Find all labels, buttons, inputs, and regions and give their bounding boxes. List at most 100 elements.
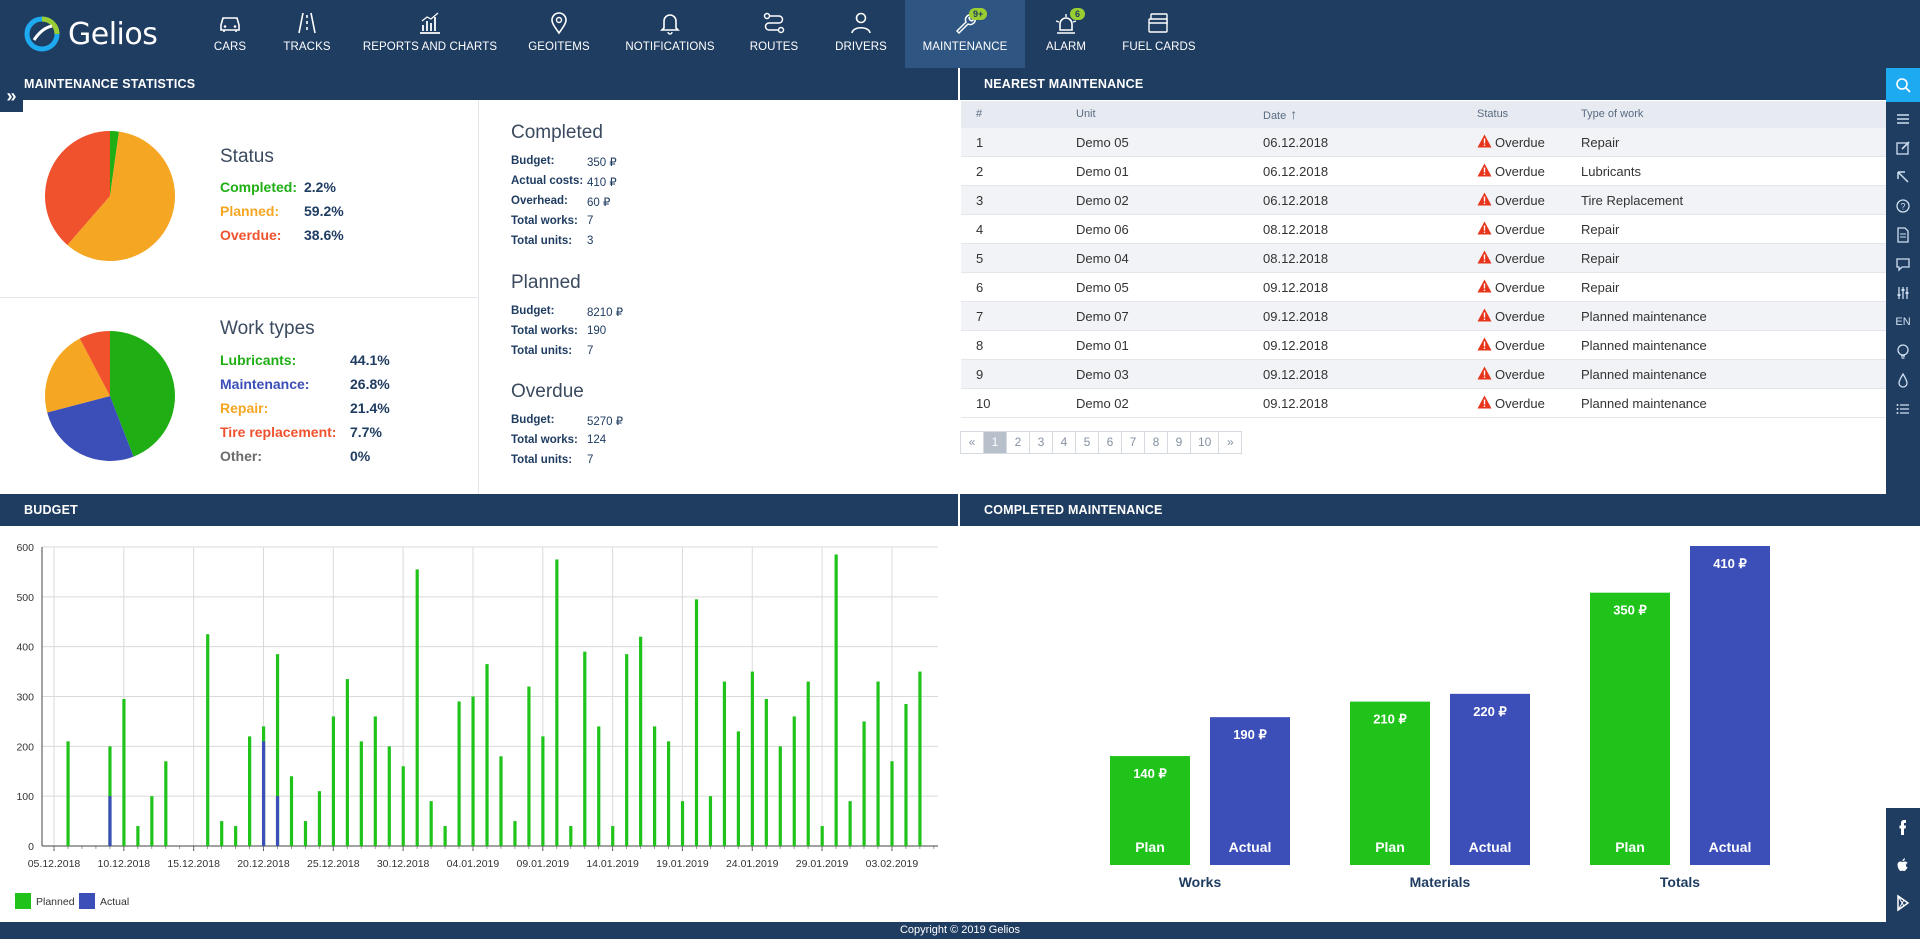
language-button[interactable]: EN bbox=[1895, 315, 1911, 328]
table-row[interactable]: 10 Demo 02 09.12.2018 Overdue Planned mainte… bbox=[961, 389, 1886, 418]
bar-planned[interactable] bbox=[66, 741, 70, 846]
table-row[interactable]: 3 Demo 02 06.12.2018 Overdue Tire Replacemen… bbox=[961, 186, 1886, 215]
bar-planned[interactable] bbox=[471, 696, 475, 847]
bar-planned[interactable] bbox=[164, 761, 168, 846]
bar-planned[interactable] bbox=[694, 599, 699, 846]
bar-plan-totals[interactable] bbox=[1590, 592, 1670, 865]
bar-planned[interactable] bbox=[485, 664, 489, 846]
page-button[interactable]: « bbox=[960, 431, 984, 454]
table-row[interactable]: 7 Demo 07 09.12.2018 Overdue Planned mainten… bbox=[961, 302, 1886, 331]
page-button[interactable]: 3 bbox=[1029, 431, 1053, 454]
page-button[interactable]: 5 bbox=[1075, 431, 1099, 454]
nav-item-tracks[interactable]: TRACKS bbox=[262, 0, 352, 68]
bar-planned[interactable] bbox=[331, 716, 336, 846]
bar-planned[interactable] bbox=[834, 554, 838, 846]
bar-planned[interactable] bbox=[792, 716, 796, 846]
table-row[interactable]: 1 Demo 05 06.12.2018 Overdue Repair bbox=[961, 128, 1886, 157]
bar-planned[interactable] bbox=[820, 826, 824, 846]
bar-planned[interactable] bbox=[108, 746, 112, 846]
bar-planned[interactable] bbox=[750, 671, 754, 846]
nav-item-notifications[interactable]: NOTIFICATIONS bbox=[615, 0, 725, 68]
bar-planned[interactable] bbox=[736, 731, 740, 846]
bar-planned[interactable] bbox=[513, 821, 517, 846]
table-row[interactable]: 4 Demo 06 08.12.2018 Overdue Repair bbox=[961, 215, 1886, 244]
table-row[interactable]: 2 Demo 01 06.12.2018 Overdue Lubricants bbox=[961, 157, 1886, 186]
bar-planned[interactable] bbox=[275, 654, 280, 846]
brand-logo[interactable]: Gelios bbox=[22, 12, 158, 56]
bar-planned[interactable] bbox=[918, 671, 922, 846]
pie-slice-completed[interactable] bbox=[110, 131, 119, 196]
bar-planned[interactable] bbox=[387, 746, 391, 846]
page-button[interactable]: 4 bbox=[1052, 431, 1076, 454]
bar-planned[interactable] bbox=[206, 634, 210, 846]
bar-actual[interactable] bbox=[261, 741, 266, 846]
bar-actual-totals[interactable] bbox=[1690, 546, 1770, 865]
bar-planned[interactable] bbox=[583, 651, 587, 846]
column-header-[interactable]: # bbox=[976, 101, 982, 128]
document-icon[interactable] bbox=[1886, 220, 1920, 249]
column-header-unit[interactable]: Unit bbox=[1076, 101, 1096, 128]
bar-planned[interactable] bbox=[611, 826, 615, 846]
page-button[interactable]: » bbox=[1218, 431, 1243, 454]
column-header-status[interactable]: Status bbox=[1477, 101, 1508, 128]
page-button[interactable]: 10 bbox=[1190, 431, 1220, 454]
bar-actual[interactable] bbox=[108, 796, 112, 846]
edit-icon[interactable] bbox=[1886, 133, 1920, 162]
cursor-icon[interactable] bbox=[1886, 162, 1920, 191]
drop-icon[interactable] bbox=[1886, 365, 1920, 394]
table-row[interactable]: 6 Demo 05 09.12.2018 Overdue Repair bbox=[961, 273, 1886, 302]
bar-planned[interactable] bbox=[653, 726, 657, 846]
bar-planned[interactable] bbox=[848, 801, 852, 846]
bar-planned[interactable] bbox=[597, 726, 601, 846]
bar-planned[interactable] bbox=[248, 736, 252, 846]
bar-planned[interactable] bbox=[359, 741, 363, 846]
bar-planned[interactable] bbox=[415, 569, 419, 846]
bar-planned[interactable] bbox=[862, 721, 866, 846]
chat-icon[interactable] bbox=[1886, 249, 1920, 278]
bar-planned[interactable] bbox=[722, 681, 727, 846]
pie-slice-planned[interactable] bbox=[67, 131, 176, 261]
bar-planned[interactable] bbox=[625, 654, 629, 846]
table-row[interactable]: 8 Demo 01 09.12.2018 Overdue Planned mainten… bbox=[961, 331, 1886, 360]
table-row[interactable]: 9 Demo 03 09.12.2018 Overdue Planned mainten… bbox=[961, 360, 1886, 389]
bar-planned[interactable] bbox=[289, 776, 294, 846]
sort-ascending-icon[interactable]: ↑ bbox=[1290, 106, 1298, 122]
apple-icon[interactable] bbox=[1886, 846, 1920, 884]
table-row[interactable]: 5 Demo 04 08.12.2018 Overdue Repair bbox=[961, 244, 1886, 273]
bar-planned[interactable] bbox=[220, 821, 224, 846]
bar-plan-works[interactable] bbox=[1110, 756, 1190, 865]
pie-slice-repair[interactable] bbox=[45, 338, 111, 413]
bar-planned[interactable] bbox=[806, 681, 810, 846]
search-icon[interactable] bbox=[1886, 68, 1920, 102]
bar-planned[interactable] bbox=[680, 801, 685, 846]
help-icon[interactable]: ? bbox=[1886, 191, 1920, 220]
lightbulb-icon[interactable] bbox=[1886, 336, 1920, 365]
bar-planned[interactable] bbox=[401, 766, 405, 846]
bar-planned[interactable] bbox=[234, 826, 238, 846]
page-button[interactable]: 2 bbox=[1006, 431, 1030, 454]
pie-slice-overdue[interactable] bbox=[45, 131, 110, 246]
bar-planned[interactable] bbox=[764, 698, 768, 846]
play-store-icon[interactable] bbox=[1886, 884, 1920, 922]
page-button[interactable]: 6 bbox=[1098, 431, 1122, 454]
pie-slice-lubricants[interactable] bbox=[110, 331, 175, 457]
bar-planned[interactable] bbox=[569, 826, 573, 846]
bar-actual-works[interactable] bbox=[1210, 717, 1290, 865]
bar-plan-materials[interactable] bbox=[1350, 701, 1430, 865]
bar-planned[interactable] bbox=[317, 791, 322, 846]
bar-planned[interactable] bbox=[527, 686, 531, 846]
bar-actual[interactable] bbox=[275, 796, 280, 846]
nav-item-maintenance[interactable]: 9+ MAINTENANCE bbox=[905, 0, 1025, 68]
bar-planned[interactable] bbox=[639, 636, 643, 846]
bar-planned[interactable] bbox=[555, 559, 559, 846]
pie-slice-tirereplacement[interactable] bbox=[79, 331, 110, 396]
bar-planned[interactable] bbox=[122, 698, 126, 846]
page-button[interactable]: 1 bbox=[983, 431, 1007, 454]
bar-planned[interactable] bbox=[890, 761, 894, 846]
bar-planned[interactable] bbox=[303, 821, 308, 846]
nav-item-alarm[interactable]: 6 ALARM bbox=[1021, 0, 1111, 68]
list-icon[interactable] bbox=[1886, 394, 1920, 423]
nav-item-cars[interactable]: CARS bbox=[185, 0, 275, 68]
bar-planned[interactable] bbox=[541, 736, 545, 846]
bar-planned[interactable] bbox=[666, 741, 671, 846]
